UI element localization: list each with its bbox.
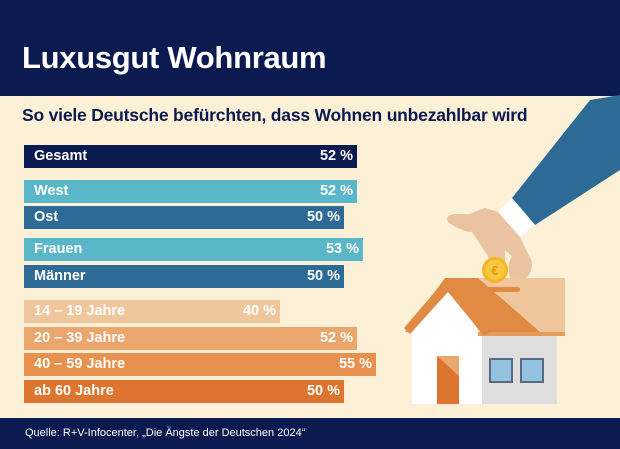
euro-coin-icon: € (482, 257, 508, 283)
bar-value-label: 52 % (319, 183, 353, 199)
bar-value-label: 50 % (306, 268, 340, 284)
footer-banner: Quelle: R+V-Infocenter, „Die Ängste der … (0, 418, 620, 449)
bar-1: Gesamt 52 % (24, 145, 357, 168)
bar-value-label: 50 % (306, 209, 340, 225)
bar-category-label: Ost (34, 209, 59, 225)
bar-category-label: 14 – 19 Jahre (34, 303, 126, 319)
bar-category-label: Frauen (34, 241, 83, 257)
header-banner: Luxusgut Wohnraum (0, 0, 620, 96)
svg-text:€: € (491, 263, 498, 278)
bar-9: ab 60 Jahre 50 % (24, 380, 344, 403)
source-note: Quelle: R+V-Infocenter, „Die Ängste der … (25, 427, 306, 439)
page-title: Luxusgut Wohnraum (22, 40, 327, 75)
bar-5: Männer 50 % (24, 265, 344, 288)
bar-category-label: West (34, 183, 69, 199)
bar-value-label: 52 % (319, 148, 353, 164)
bar-value-label: 52 % (319, 330, 353, 346)
bar-category-label: 40 – 59 Jahre (34, 356, 126, 372)
bar-value-label: 55 % (338, 356, 372, 372)
bar-7: 20 – 39 Jahre 52 % (24, 327, 357, 350)
bar-value-label: 50 % (306, 383, 340, 399)
bar-6: 14 – 19 Jahre 40 % (24, 300, 280, 323)
bar-category-label: Männer (34, 268, 86, 284)
bar-category-label: 20 – 39 Jahre (34, 330, 126, 346)
bar-value-label: 40 % (242, 303, 276, 319)
hand-icon (447, 95, 620, 282)
bar-8: 40 – 59 Jahre 55 % (24, 353, 376, 376)
chart-subtitle: So viele Deutsche befürchten, dass Wohne… (22, 105, 528, 125)
bar-3: Ost 50 % (24, 206, 344, 229)
bar-category-label: ab 60 Jahre (34, 383, 114, 399)
bar-2: West 52 % (24, 180, 357, 203)
bar-category-label: Gesamt (34, 148, 88, 164)
bar-value-label: 53 % (325, 241, 359, 257)
house-piggy-bank-icon (404, 278, 565, 404)
bar-4: Frauen 53 % (24, 238, 363, 261)
